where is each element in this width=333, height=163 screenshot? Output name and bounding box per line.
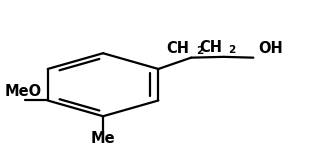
Text: 2: 2	[228, 45, 236, 55]
Text: Me: Me	[91, 131, 115, 146]
Text: MeO: MeO	[5, 84, 42, 99]
Text: OH: OH	[258, 41, 283, 56]
Text: CH: CH	[166, 41, 189, 56]
Text: 2: 2	[196, 46, 203, 56]
Text: CH: CH	[199, 40, 222, 55]
